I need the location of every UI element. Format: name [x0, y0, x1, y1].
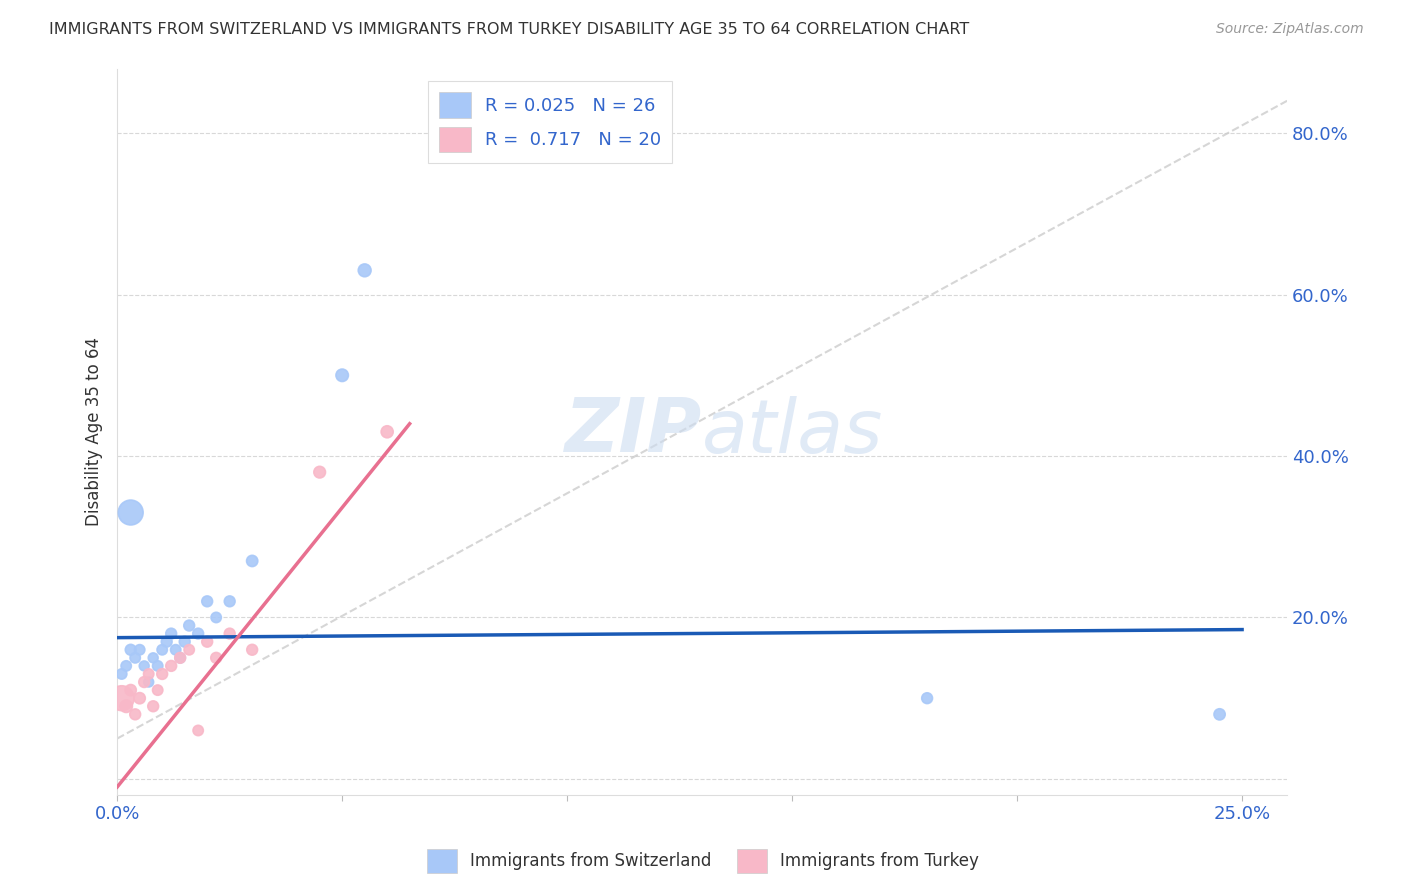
- Point: [375, 425, 398, 439]
- Point: [120, 506, 142, 520]
- Point: [124, 650, 146, 665]
- Legend: Immigrants from Switzerland, Immigrants from Turkey: Immigrants from Switzerland, Immigrants …: [420, 842, 986, 880]
- Point: [128, 642, 150, 657]
- Point: [134, 659, 156, 673]
- Point: [187, 723, 209, 738]
- Y-axis label: Disability Age 35 to 64: Disability Age 35 to 64: [86, 337, 103, 526]
- Point: [146, 659, 169, 673]
- Point: [120, 683, 142, 698]
- Point: [138, 667, 160, 681]
- Text: Source: ZipAtlas.com: Source: ZipAtlas.com: [1216, 22, 1364, 37]
- Point: [150, 667, 173, 681]
- Point: [111, 667, 134, 681]
- Point: [115, 659, 138, 673]
- Text: atlas: atlas: [702, 396, 883, 467]
- Point: [146, 683, 169, 698]
- Text: IMMIGRANTS FROM SWITZERLAND VS IMMIGRANTS FROM TURKEY DISABILITY AGE 35 TO 64 CO: IMMIGRANTS FROM SWITZERLAND VS IMMIGRANT…: [49, 22, 970, 37]
- Point: [150, 642, 173, 657]
- Point: [240, 554, 263, 568]
- Point: [169, 650, 191, 665]
- Point: [160, 626, 183, 640]
- Text: ZIP: ZIP: [565, 395, 702, 468]
- Point: [165, 642, 187, 657]
- Point: [128, 691, 150, 706]
- Point: [1208, 707, 1230, 722]
- Legend: R = 0.025   N = 26, R =  0.717   N = 20: R = 0.025 N = 26, R = 0.717 N = 20: [427, 81, 672, 163]
- Point: [205, 610, 228, 624]
- Point: [353, 263, 375, 277]
- Point: [205, 650, 228, 665]
- Point: [240, 642, 263, 657]
- Point: [142, 650, 165, 665]
- Point: [169, 650, 191, 665]
- Point: [160, 659, 183, 673]
- Point: [124, 707, 146, 722]
- Point: [156, 634, 179, 648]
- Point: [120, 642, 142, 657]
- Point: [115, 699, 138, 714]
- Point: [111, 691, 134, 706]
- Point: [134, 675, 156, 690]
- Point: [218, 626, 240, 640]
- Point: [142, 699, 165, 714]
- Point: [195, 634, 218, 648]
- Point: [179, 618, 201, 632]
- Point: [173, 634, 195, 648]
- Point: [330, 368, 353, 383]
- Point: [218, 594, 240, 608]
- Point: [915, 691, 938, 706]
- Point: [195, 594, 218, 608]
- Point: [138, 675, 160, 690]
- Point: [308, 465, 330, 479]
- Point: [187, 626, 209, 640]
- Point: [179, 642, 201, 657]
